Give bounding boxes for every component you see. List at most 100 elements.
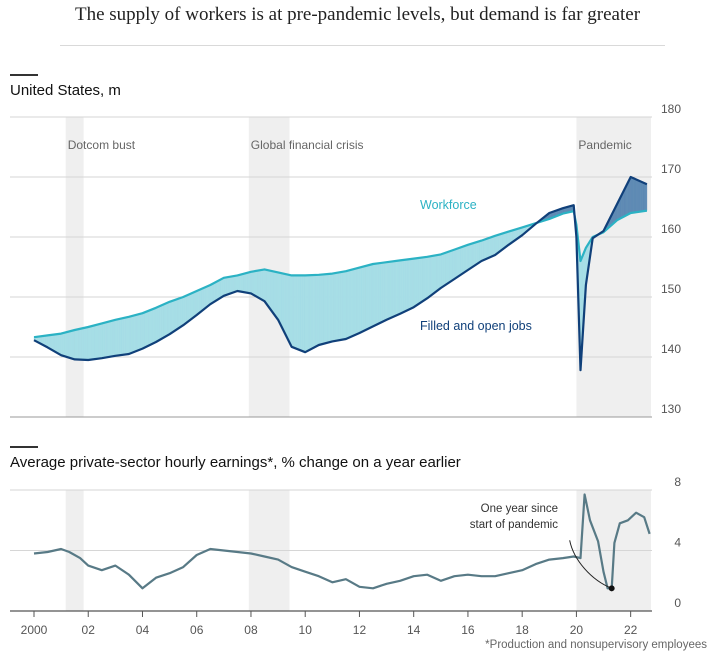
gap-segment: [135, 314, 138, 352]
gap-segment: [347, 270, 349, 339]
gap-segment: [291, 275, 294, 348]
gap-segment: [272, 270, 275, 315]
gap-segment: [642, 182, 645, 212]
gap-segment: [134, 314, 136, 353]
gap-segment: [117, 318, 120, 356]
gap-segment: [89, 326, 92, 361]
gap-segment: [336, 272, 338, 341]
gap-segment: [238, 274, 241, 292]
gap-segment: [235, 275, 238, 292]
gap-segment: [484, 238, 486, 261]
gap-segment: [394, 260, 397, 317]
gap-segment: [128, 316, 131, 355]
gap-segment: [364, 265, 367, 331]
headline: The supply of workers is at pre-pandemic…: [74, 4, 641, 25]
gap-segment: [130, 315, 132, 354]
bottom-chart-title: Average private-sector hourly earnings*,…: [10, 454, 461, 471]
gap-segment: [500, 233, 503, 252]
gap-segment: [100, 323, 103, 359]
gap-segment: [210, 283, 212, 305]
gap-segment: [67, 331, 70, 358]
gap-segment: [370, 264, 372, 329]
gap-segment: [332, 273, 334, 342]
gap-segment: [321, 274, 324, 345]
gap-segment: [182, 296, 185, 326]
gap-segment: [432, 255, 435, 295]
gap-segment: [252, 271, 254, 296]
gap-segment: [470, 243, 473, 269]
gap-segment: [51, 334, 54, 351]
gap-segment: [288, 274, 291, 345]
gap-segment: [427, 256, 429, 299]
gap-segment: [481, 239, 484, 262]
gap-segment: [378, 262, 380, 325]
gap-segment: [168, 301, 170, 336]
x-tick-label-20: 20: [570, 623, 584, 637]
gap-segment: [302, 275, 305, 352]
gap-segment: [113, 319, 116, 357]
gap-segment: [412, 258, 414, 309]
gap-segment: [284, 273, 287, 337]
gap-segment: [485, 238, 488, 260]
gap-segment: [79, 328, 82, 360]
gap-segment: [375, 263, 378, 326]
gap-segment: [428, 256, 431, 298]
gap-segment: [395, 260, 398, 316]
gap-segment: [462, 245, 465, 274]
annotation-leader: [569, 540, 612, 589]
gap-segment: [361, 266, 364, 332]
gap-segment: [466, 244, 469, 272]
annotation-line-1: start of pandemic: [470, 519, 558, 531]
gap-segment: [357, 267, 360, 334]
gap-segment: [417, 257, 420, 305]
gap-segment: [231, 275, 234, 294]
gap-segment: [488, 237, 490, 259]
gap-segment: [119, 318, 121, 356]
gap-segment: [420, 257, 423, 304]
gap-segment: [292, 275, 295, 349]
gap-segment: [246, 272, 249, 294]
gap-segment: [74, 329, 77, 360]
gap-segment: [187, 294, 189, 323]
gap-segment: [439, 254, 442, 290]
gap-segment: [338, 271, 341, 341]
x-tick-label-2000: 2000: [21, 623, 48, 637]
gap-segment: [325, 273, 328, 344]
gap-segment: [243, 272, 246, 293]
gap-segment: [150, 309, 153, 345]
gap-segment: [460, 246, 463, 275]
gap-segment: [143, 311, 146, 349]
gap-segment: [237, 274, 239, 292]
gap-segment: [345, 270, 348, 340]
gap-segment: [471, 242, 474, 268]
gap-segment: [96, 324, 98, 360]
gap-segment: [645, 183, 648, 212]
jobs-label: Filled and open jobs: [420, 319, 532, 333]
gap-segment: [101, 322, 104, 359]
gap-segment: [498, 233, 501, 253]
gap-segment: [234, 275, 237, 293]
gap-segment: [450, 250, 452, 283]
gap-segment: [225, 277, 227, 296]
gap-segment: [387, 261, 390, 320]
gap-segment: [93, 324, 96, 360]
gap-segment: [497, 234, 500, 254]
gap-segment: [413, 258, 416, 308]
gap-segment: [75, 329, 78, 360]
gap-segment: [458, 247, 460, 277]
gap-segment: [222, 277, 225, 297]
gap-segment: [104, 322, 107, 358]
gap-segment: [363, 265, 366, 332]
gap-segment: [295, 275, 298, 350]
gap-segment: [200, 288, 203, 313]
gap-segment: [374, 263, 376, 327]
gap-segment: [154, 307, 157, 343]
gap-segment: [178, 297, 181, 329]
x-tick-label-10: 10: [299, 623, 313, 637]
gap-segment: [627, 179, 630, 215]
gap-segment: [193, 291, 196, 318]
gap-segment: [109, 320, 112, 357]
gap-segment: [451, 249, 454, 282]
workforce-label: Workforce: [420, 198, 477, 212]
recession-band-top-0: [65, 117, 84, 417]
